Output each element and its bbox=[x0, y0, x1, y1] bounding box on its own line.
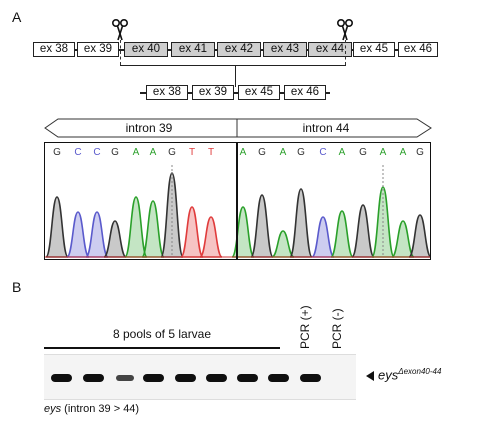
trace-peak bbox=[311, 216, 335, 258]
exon-box: ex 45 bbox=[353, 42, 395, 57]
exon-box: ex 42 bbox=[217, 42, 261, 57]
gel-band bbox=[206, 374, 227, 382]
trace-peak bbox=[231, 206, 255, 258]
pools-underline bbox=[44, 347, 280, 349]
gene-backbone-bottom bbox=[140, 92, 330, 94]
exon-box: ex 43 bbox=[263, 42, 307, 57]
base-call: A bbox=[239, 147, 247, 158]
trace-peak bbox=[271, 230, 295, 258]
product-gene: eys bbox=[378, 367, 399, 383]
trace-peak bbox=[408, 214, 430, 258]
product-label: eysΔexon40-44 bbox=[378, 367, 441, 382]
intron-39-label: intron 39 bbox=[125, 121, 173, 135]
gel-caption: eys (intron 39 > 44) bbox=[44, 403, 139, 415]
base-call: C bbox=[93, 147, 101, 158]
gel-image bbox=[44, 354, 356, 400]
exon-box: ex 38 bbox=[33, 42, 75, 57]
exon-box: ex 39 bbox=[77, 42, 119, 57]
base-call: G bbox=[359, 147, 367, 158]
base-call: C bbox=[319, 147, 327, 158]
exon-box: ex 41 bbox=[171, 42, 215, 57]
exon-box: ex 46 bbox=[284, 85, 326, 100]
base-call: A bbox=[149, 147, 157, 158]
junction-divider bbox=[236, 143, 238, 259]
base-call: G bbox=[416, 147, 424, 158]
exon-box: ex 46 bbox=[398, 42, 438, 57]
gel-band bbox=[143, 374, 164, 382]
base-call: G bbox=[297, 147, 305, 158]
panel-label-a: A bbox=[12, 9, 22, 25]
trace-peak bbox=[124, 196, 148, 258]
deletion-bracket bbox=[120, 65, 346, 66]
base-call: T bbox=[188, 147, 196, 158]
base-call: A bbox=[379, 147, 387, 158]
trace-peak bbox=[330, 210, 354, 258]
trace-peak bbox=[66, 211, 90, 258]
base-call: G bbox=[53, 147, 61, 158]
exon-box: ex 44 bbox=[308, 42, 352, 57]
exon-box: ex 39 bbox=[192, 85, 234, 100]
gel-band bbox=[175, 374, 196, 382]
exon-box: ex 40 bbox=[124, 42, 168, 57]
trace-peak bbox=[45, 196, 69, 258]
base-call: C bbox=[74, 147, 82, 158]
deletion-connector bbox=[235, 65, 236, 87]
pcr-negative-label: PCR (-) bbox=[330, 308, 344, 349]
gel-band bbox=[51, 374, 72, 382]
exon-box: ex 38 bbox=[146, 85, 188, 100]
trace-peak bbox=[199, 216, 223, 258]
cut-line-left bbox=[120, 40, 121, 65]
base-call: A bbox=[399, 147, 407, 158]
gel-band bbox=[83, 374, 104, 382]
base-call: A bbox=[338, 147, 346, 158]
band-pointer-icon bbox=[366, 371, 374, 381]
base-call: G bbox=[258, 147, 266, 158]
gel-band bbox=[300, 374, 321, 382]
base-call: G bbox=[168, 147, 176, 158]
scissors-icon bbox=[336, 18, 354, 41]
gel-band bbox=[116, 375, 134, 381]
intron-44-label: intron 44 bbox=[302, 121, 350, 135]
panel-label-b: B bbox=[12, 279, 22, 295]
trace-peak bbox=[391, 220, 415, 258]
cut-line-right bbox=[345, 40, 346, 65]
trace-peak bbox=[351, 204, 375, 258]
base-call: T bbox=[207, 147, 215, 158]
trace-peak bbox=[103, 220, 127, 258]
caption-rest: (intron 39 > 44) bbox=[61, 403, 140, 415]
gel-band bbox=[237, 374, 258, 382]
trace-peak bbox=[180, 206, 204, 258]
trace-peak bbox=[141, 200, 165, 258]
scissors-icon bbox=[111, 18, 129, 41]
pools-label: 8 pools of 5 larvae bbox=[112, 327, 212, 341]
trace-peak bbox=[250, 194, 274, 258]
caption-gene: eys bbox=[44, 403, 62, 415]
base-call: G bbox=[111, 147, 119, 158]
base-call: A bbox=[279, 147, 287, 158]
product-superscript: Δexon40-44 bbox=[398, 367, 442, 376]
chromatogram-trace bbox=[45, 165, 430, 258]
intron-arrow-right bbox=[236, 118, 432, 138]
trace-peak bbox=[289, 188, 313, 258]
trace-peak bbox=[85, 211, 109, 258]
pcr-positive-label: PCR (+) bbox=[298, 305, 312, 349]
exon-box: ex 45 bbox=[238, 85, 280, 100]
gel-band bbox=[268, 374, 289, 382]
base-call: A bbox=[132, 147, 140, 158]
